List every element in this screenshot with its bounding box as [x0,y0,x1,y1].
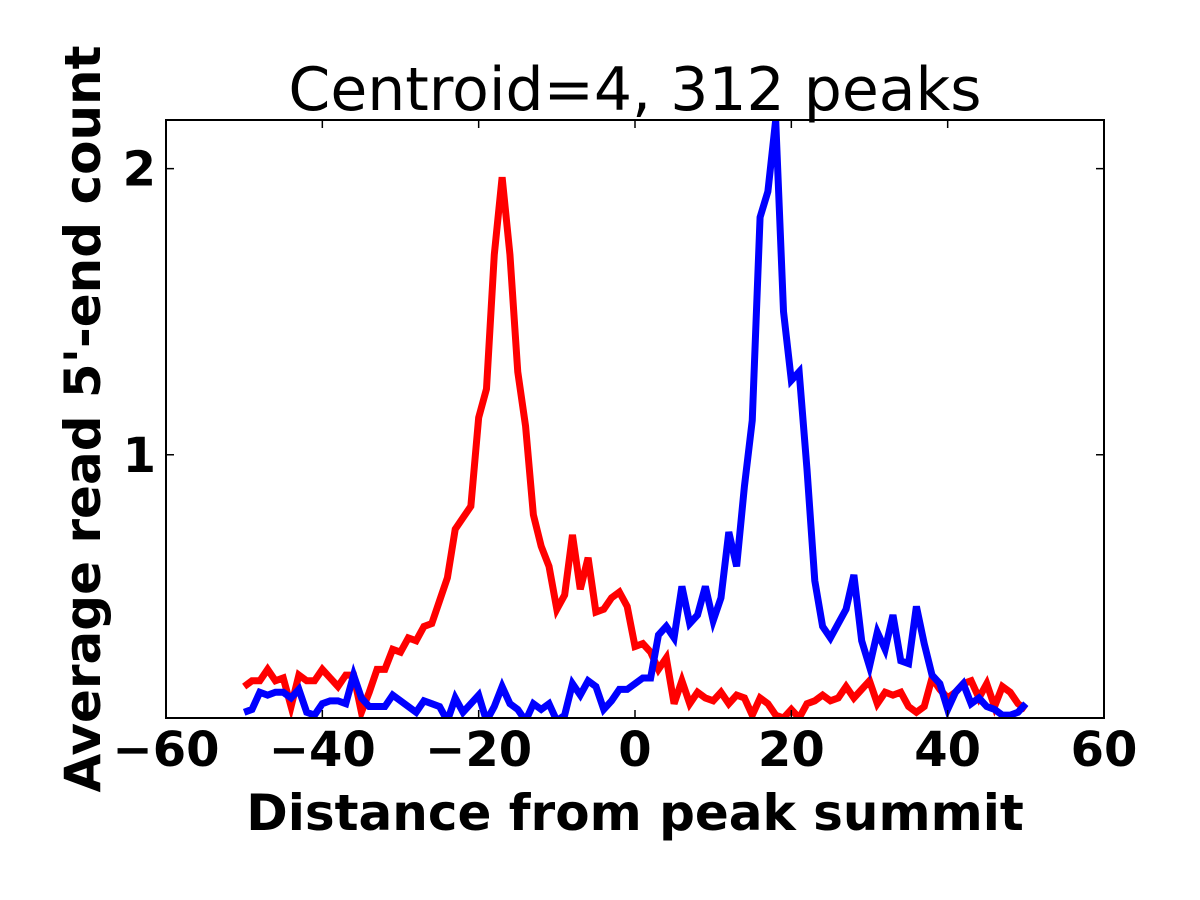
chart-title: Centroid=4, 312 peaks [288,55,981,125]
x-tick-label: 60 [1071,722,1138,778]
y-axis-title: Average read 5'-end count [54,45,112,792]
y-tick-label: 1 [123,428,156,484]
series-layer [242,120,1029,718]
x-tick-label: −40 [269,722,376,778]
x-tick-label: 0 [618,722,651,778]
x-axis-title: Distance from peak summit [246,784,1024,842]
series-line-2 [242,120,1029,718]
x-tick-label: 20 [758,722,825,778]
x-tick-label: −60 [112,722,219,778]
x-tick-label: −20 [425,722,532,778]
x-tick-label: 40 [914,722,981,778]
y-tick-label: 2 [123,142,156,198]
ticks-layer: −60 −40 −20 0 20 40 60 1 2 [112,120,1137,778]
series-line-1 [242,176,1028,718]
